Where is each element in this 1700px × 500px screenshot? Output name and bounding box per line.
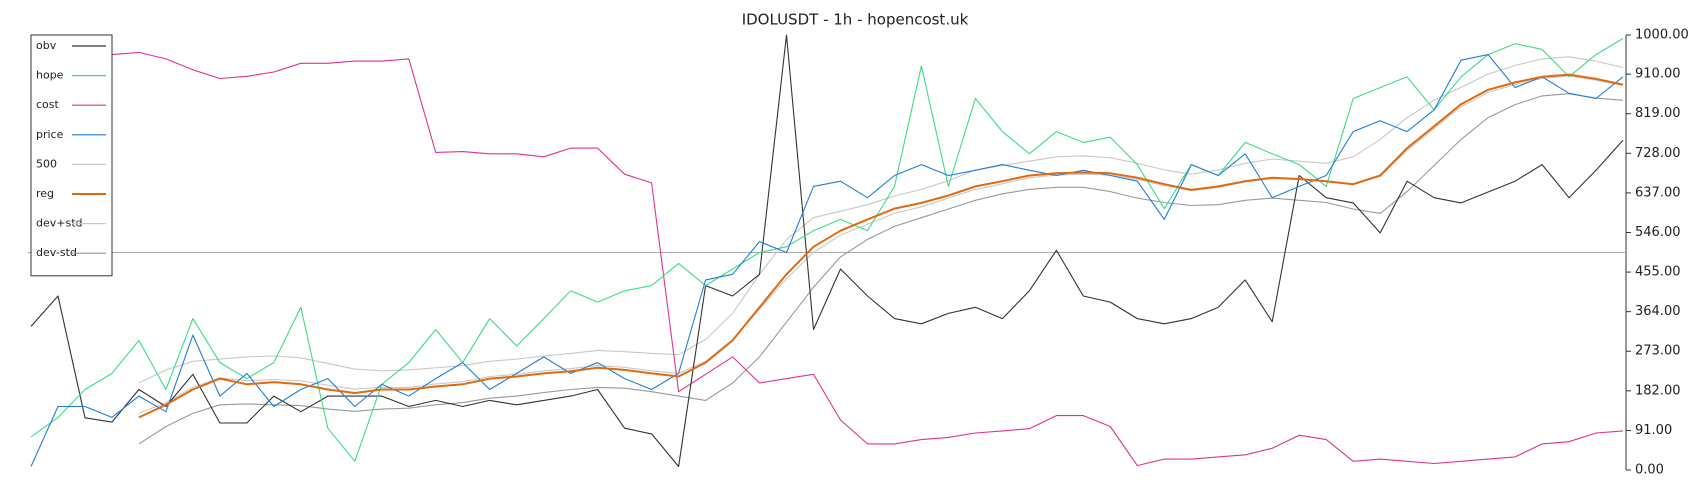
series-line (111, 51, 1624, 467)
legend-label: hope (36, 69, 64, 82)
y-tick-label: 455.00 (1635, 265, 1681, 280)
legend-label: dev+std (36, 217, 83, 230)
series-line (138, 75, 1624, 414)
y-tick-label: 91.00 (1635, 423, 1672, 438)
chart-title: IDOLUSDT - 1h - hopencost.uk (742, 11, 969, 29)
series-line (138, 56, 1624, 384)
series-line (30, 54, 1624, 467)
legend-label: 500 (36, 157, 57, 170)
y-tick-label: 546.00 (1635, 225, 1681, 240)
series-line (30, 38, 1624, 462)
legend-label: reg (36, 187, 54, 200)
y-tick-label: 1000.00 (1635, 28, 1689, 43)
legend-label: cost (36, 98, 60, 111)
legend-label: obv (36, 39, 57, 52)
legend-label: dev-std (36, 246, 77, 259)
y-tick-label: 728.00 (1635, 146, 1681, 161)
series-line (138, 93, 1624, 445)
series-line (138, 73, 1624, 419)
y-tick-label: 273.00 (1635, 344, 1681, 359)
y-tick-label: 819.00 (1635, 106, 1681, 121)
series-line (30, 34, 1624, 468)
legend-label: price (36, 128, 64, 141)
y-tick-label: 0.00 (1635, 463, 1664, 478)
y-tick-label: 637.00 (1635, 185, 1681, 200)
y-tick-label: 182.00 (1635, 383, 1681, 398)
y-tick-label: 364.00 (1635, 304, 1681, 319)
y-tick-label: 910.00 (1635, 67, 1681, 82)
